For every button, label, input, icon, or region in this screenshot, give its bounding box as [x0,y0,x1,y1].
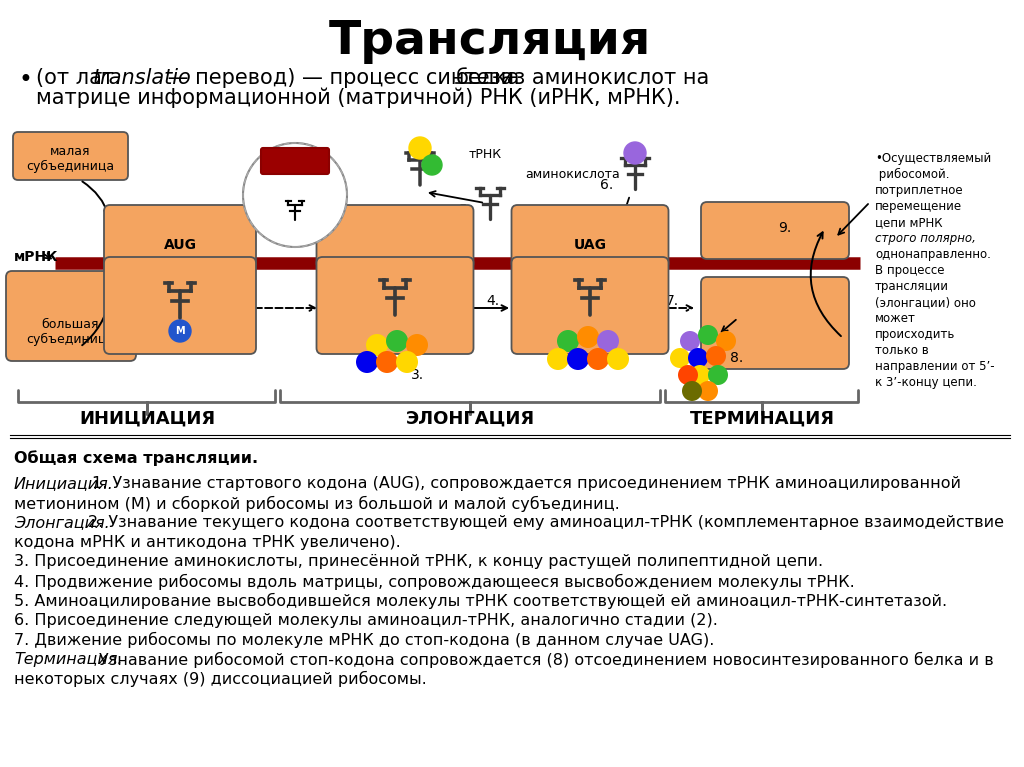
Circle shape [690,365,710,385]
Text: Узнавание рибосомой стоп-кодона сопровождается (8) отсоединением новосинтезирова: Узнавание рибосомой стоп-кодона сопровож… [99,652,993,668]
Text: В процессе: В процессе [874,264,944,277]
Text: аминокислота: аминокислота [525,169,620,182]
Text: из аминокислот на: из аминокислот на [494,68,710,88]
Text: к 3’-концу цепи.: к 3’-концу цепи. [874,376,977,389]
Text: 7. Движение рибосомы по молекуле мРНК до стоп-кодона (в данном случае UAG).: 7. Движение рибосомы по молекуле мРНК до… [14,632,715,648]
Text: 3.: 3. [411,368,424,382]
Text: Общая схема трансляции.: Общая схема трансляции. [14,450,258,466]
Text: Трансляция: Трансляция [329,19,651,64]
FancyBboxPatch shape [104,205,256,269]
Text: 5. Аминоацилирование высвободившейся молекулы тРНК соответствующей ей аминоацил-: 5. Аминоацилирование высвободившейся мол… [14,594,947,610]
FancyBboxPatch shape [701,277,849,369]
Text: белка: белка [456,68,520,88]
Text: CGUCA: CGUCA [271,177,319,190]
Circle shape [422,155,442,175]
Circle shape [597,330,618,352]
Text: UAG: UAG [573,238,606,252]
Text: 5.: 5. [459,203,472,217]
Text: 7.: 7. [666,294,679,308]
Text: 2.: 2. [343,230,356,244]
Circle shape [624,142,646,164]
Text: 3. Присоединение аминокислоты, принесённой тРНК, к концу растущей полипептидной : 3. Присоединение аминокислоты, принесённ… [14,555,823,569]
Text: только в: только в [874,344,929,357]
Text: некоторых случаях (9) диссоциацией рибосомы.: некоторых случаях (9) диссоциацией рибос… [14,671,427,687]
Circle shape [698,381,718,401]
FancyBboxPatch shape [316,205,473,269]
Circle shape [567,348,589,370]
Circle shape [386,330,408,352]
Text: большая
субъединица: большая субъединица [26,318,114,346]
Text: происходить: происходить [874,328,955,341]
Text: однонаправленно.: однонаправленно. [874,248,991,261]
Text: матрице информационной (матричной) РНК (иРНК, мРНК).: матрице информационной (матричной) РНК (… [36,88,681,108]
Circle shape [557,330,579,352]
Circle shape [698,325,718,345]
Text: потриплетное: потриплетное [874,184,964,197]
Text: Элонгация.: Элонгация. [14,515,110,530]
Text: 6. Присоединение следующей молекулы аминоацил-тРНК, аналогично стадии (2).: 6. Присоединение следующей молекулы амин… [14,613,718,628]
Text: мРНК: мРНК [14,250,58,264]
Circle shape [688,348,708,368]
Circle shape [366,334,388,356]
Circle shape [682,381,702,401]
Text: •Осуществляемый: •Осуществляемый [874,152,991,165]
Text: 8.: 8. [730,351,743,365]
FancyBboxPatch shape [261,148,329,174]
Circle shape [406,334,428,356]
Text: трансляции: трансляции [874,280,949,293]
Text: 1. Узнавание стартового кодона (AUG), сопровождается присоединением тРНК аминоац: 1. Узнавание стартового кодона (AUG), со… [92,476,961,492]
Circle shape [169,320,191,342]
FancyBboxPatch shape [512,205,669,269]
Text: ТЕРМИНАЦИЯ: ТЕРМИНАЦИЯ [689,410,835,428]
Text: перемещение: перемещение [874,200,963,213]
Circle shape [356,351,378,373]
Text: кодона мРНК и антикодона тРНК увеличено).: кодона мРНК и антикодона тРНК увеличено)… [14,535,400,550]
Text: 9.: 9. [778,221,792,235]
Circle shape [547,348,569,370]
Circle shape [706,346,726,366]
Text: 4. Продвижение рибосомы вдоль матрицы, сопровождающееся высвобождением молекулы : 4. Продвижение рибосомы вдоль матрицы, с… [14,574,855,590]
Circle shape [577,326,599,348]
Text: •: • [18,68,32,92]
Circle shape [409,137,431,159]
Text: строго полярно,: строго полярно, [874,232,976,245]
Text: — перевод) — процесс синтеза: — перевод) — процесс синтеза [161,68,520,88]
FancyBboxPatch shape [701,202,849,259]
Text: (от лат.: (от лат. [36,68,127,88]
Circle shape [396,351,418,373]
Text: малая
субъединица: малая субъединица [26,145,114,173]
Text: цепи мРНК: цепи мРНК [874,216,942,229]
Circle shape [243,143,347,247]
Text: 1.: 1. [142,235,158,251]
Circle shape [716,331,736,351]
Text: Терминация.: Терминация. [14,652,123,667]
FancyBboxPatch shape [104,257,256,354]
Text: 2. Узнавание текущего кодона соответствующей ему аминоацил-тРНК (комплементарное: 2. Узнавание текущего кодона соответству… [88,515,1004,530]
Circle shape [587,348,609,370]
Text: 6.: 6. [600,178,613,192]
FancyBboxPatch shape [6,271,136,361]
Circle shape [607,348,629,370]
Circle shape [670,348,690,368]
Text: может: может [874,312,915,325]
Text: направлении от 5’-: направлении от 5’- [874,360,994,373]
Text: (элонгации) оно: (элонгации) оно [874,296,976,309]
Text: ИНИЦИАЦИЯ: ИНИЦИАЦИЯ [79,410,215,428]
Text: translatio: translatio [93,68,191,88]
Text: ЭЛОНГАЦИЯ: ЭЛОНГАЦИЯ [406,410,535,428]
Circle shape [678,365,698,385]
Text: метионином (М) и сборкой рибосомы из большой и малой субъединиц.: метионином (М) и сборкой рибосомы из бол… [14,495,620,512]
Text: 4.: 4. [486,294,499,308]
FancyBboxPatch shape [512,257,669,354]
FancyBboxPatch shape [316,257,473,354]
Text: Инициация.: Инициация. [14,476,114,492]
Text: тРНК: тРНК [468,149,502,162]
Circle shape [376,351,398,373]
FancyBboxPatch shape [13,132,128,180]
Text: M: M [175,326,184,336]
Text: AUG: AUG [164,238,197,252]
Circle shape [708,365,728,385]
Circle shape [680,331,700,351]
Text: рибосомой.: рибосомой. [874,168,949,181]
